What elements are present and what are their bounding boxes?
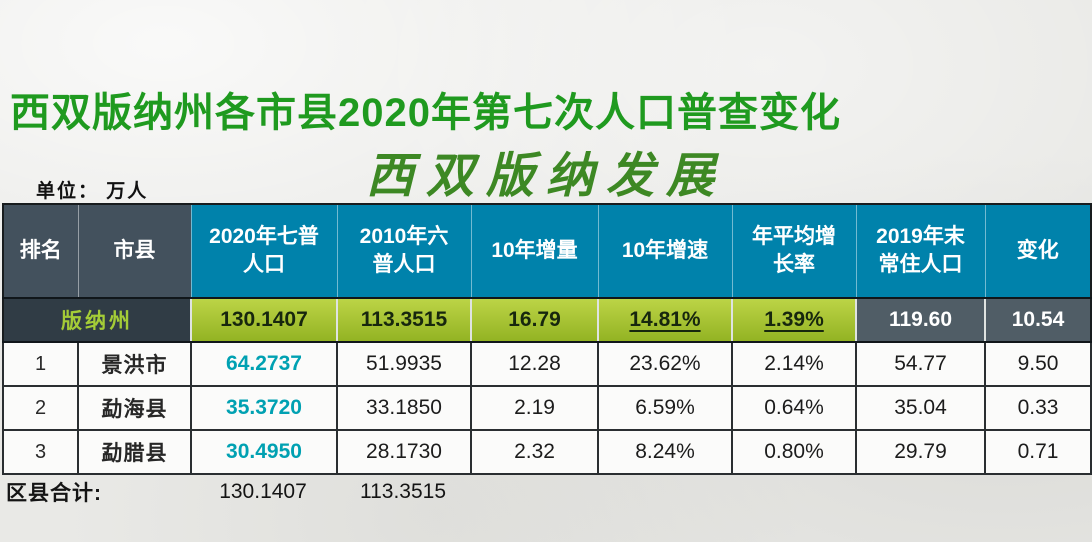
cell-county: 勐腊县 xyxy=(77,429,192,475)
cell-annual-rate: 0.80% xyxy=(731,429,857,475)
summary-pop2020: 130.1407 xyxy=(190,297,337,343)
calligraphy-watermark: 西双版纳发展 xyxy=(365,148,726,204)
cell-increase: 12.28 xyxy=(470,341,599,387)
cell-increase: 2.32 xyxy=(470,429,599,475)
census-table: 排名 市县 2020年七普人口 2010年六普人口 10年增量 10年增速 年平… xyxy=(2,203,1092,475)
cell-pop2010: 28.1730 xyxy=(336,429,472,475)
cell-resident2019: 29.79 xyxy=(855,429,986,475)
summary-row: 版纳州 130.1407 113.3515 16.79 14.81% 1.39%… xyxy=(3,297,1091,343)
col-header-growth: 10年增速 xyxy=(597,203,733,299)
table-row: 1 景洪市 64.2737 51.9935 12.28 23.62% 2.14%… xyxy=(2,341,1092,387)
cell-change: 9.50 xyxy=(984,341,1092,387)
col-header-county: 市县 xyxy=(77,203,192,299)
cell-pop2020: 35.3720 xyxy=(190,385,338,431)
cell-rank: 2 xyxy=(2,385,79,431)
summary-pop2010: 113.3515 xyxy=(336,297,471,343)
summary-change: 10.54 xyxy=(984,297,1091,343)
cell-pop2020: 30.4950 xyxy=(190,429,338,475)
col-header-pop2010: 2010年六普人口 xyxy=(336,203,472,299)
totals-pop2020: 130.1407 xyxy=(219,480,307,503)
cell-increase: 2.19 xyxy=(470,385,599,431)
cell-growth: 8.24% xyxy=(597,429,733,475)
cell-resident2019: 54.77 xyxy=(855,341,986,387)
col-header-rank: 排名 xyxy=(2,203,79,299)
cell-pop2020: 64.2737 xyxy=(190,341,338,387)
cell-county: 景洪市 xyxy=(77,341,192,387)
cell-change: 0.71 xyxy=(984,429,1092,475)
summary-increase: 16.79 xyxy=(470,297,598,343)
summary-annual-rate: 1.39% xyxy=(731,297,856,343)
summary-growth: 14.81% xyxy=(597,297,732,343)
table-row: 3 勐腊县 30.4950 28.1730 2.32 8.24% 0.80% 2… xyxy=(2,429,1092,475)
cell-pop2010: 51.9935 xyxy=(336,341,472,387)
cell-county: 勐海县 xyxy=(77,385,192,431)
totals-label: 区县合计: xyxy=(6,482,102,505)
page-title: 西双版纳州各市县2020年第七次人口普查变化 xyxy=(10,91,841,135)
col-header-change: 变化 xyxy=(984,203,1092,299)
summary-region-name: 版纳州 xyxy=(3,297,191,343)
cell-rank: 1 xyxy=(2,341,79,387)
col-header-annual-rate: 年平均增长率 xyxy=(731,203,857,299)
cell-resident2019: 35.04 xyxy=(855,385,986,431)
unit-label: 单位： 万人 xyxy=(36,181,149,202)
table-row: 2 勐海县 35.3720 33.1850 2.19 6.59% 0.64% 3… xyxy=(2,385,1092,431)
col-header-increase: 10年增量 xyxy=(470,203,599,299)
totals-row: 区县合计: 130.1407 113.3515 xyxy=(6,477,470,507)
header-row: 排名 市县 2020年七普人口 2010年六普人口 10年增量 10年增速 年平… xyxy=(2,203,1092,299)
table-header: 排名 市县 2020年七普人口 2010年六普人口 10年增量 10年增速 年平… xyxy=(2,203,1092,299)
col-header-pop2020: 2020年七普人口 xyxy=(190,203,338,299)
cell-growth: 23.62% xyxy=(597,341,733,387)
col-header-resident2019: 2019年末常住人口 xyxy=(855,203,986,299)
cell-pop2010: 33.1850 xyxy=(336,385,472,431)
totals-pop2010: 113.3515 xyxy=(359,480,447,503)
cell-annual-rate: 0.64% xyxy=(731,385,857,431)
cell-growth: 6.59% xyxy=(597,385,733,431)
summary-resident2019: 119.60 xyxy=(855,297,985,343)
table-body: 版纳州 130.1407 113.3515 16.79 14.81% 1.39%… xyxy=(2,297,1092,475)
cell-rank: 3 xyxy=(2,429,79,475)
cell-annual-rate: 2.14% xyxy=(731,341,857,387)
cell-change: 0.33 xyxy=(984,385,1092,431)
